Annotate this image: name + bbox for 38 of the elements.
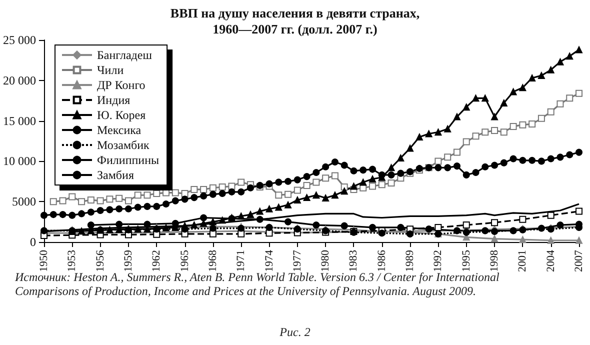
x-tick-label: 1992 (432, 250, 444, 272)
legend-label: Мозамбик (97, 138, 150, 152)
legend-label: Индия (97, 93, 131, 107)
x-tick-label: 1953 (66, 250, 78, 272)
x-tick-label: 2007 (573, 250, 585, 272)
x-tick-label: 2001 (516, 250, 529, 272)
y-tick-label: 25 000 (3, 33, 36, 47)
x-tick-label: 1983 (348, 250, 360, 272)
legend-label: Бангладеш (97, 48, 153, 62)
legend-label: Замбия (97, 168, 134, 182)
legend-label: Мексика (97, 123, 142, 137)
x-tick-label: 1968 (206, 250, 219, 272)
x-tick-label: 1974 (263, 250, 276, 272)
x-tick-label: 1956 (94, 250, 106, 272)
x-tick-label: 1950 (38, 250, 50, 272)
x-tick-label: 1995 (460, 250, 472, 272)
x-tick-label: 1965 (178, 250, 191, 272)
x-tick-label: 1998 (488, 250, 501, 272)
y-tick-label: 10 000 (3, 154, 36, 168)
x-tick-label: 1986 (376, 250, 388, 272)
x-tick-label: 1980 (320, 250, 332, 272)
x-tick-label: 1959 (122, 250, 134, 272)
chart-title: ВВП на душу населения в девяти странах, 1960—2007 гг. (долл. 2007 г.) (170, 6, 420, 36)
y-tick-label: 0 (30, 235, 36, 249)
y-tick-label: 15 000 (3, 114, 36, 128)
legend-label: Чили (97, 63, 124, 77)
y-tick-label: 5000 (12, 194, 36, 209)
x-tick-label: 2004 (544, 250, 557, 272)
x-tick-label: 1962 (150, 250, 163, 272)
text: Рис. 2 (278, 325, 310, 339)
x-tick-label: 1971 (235, 250, 248, 272)
y-tick-label: 20 000 (3, 73, 36, 88)
legend-label: Ю. Корея (97, 108, 146, 122)
legend-label: ДР Конго (97, 78, 146, 92)
x-tick-label: 1977 (291, 250, 304, 272)
x-tick-label: 1989 (404, 250, 416, 272)
legend-label: Филиппины (97, 153, 160, 167)
text: Источник: Heston A., Summers R., Aten B. Penn World Table. Version 6.3 / Center for International Comparisons of Production, Income and Prices at the University of Pennsylvania. August 2009. (14, 270, 502, 298)
